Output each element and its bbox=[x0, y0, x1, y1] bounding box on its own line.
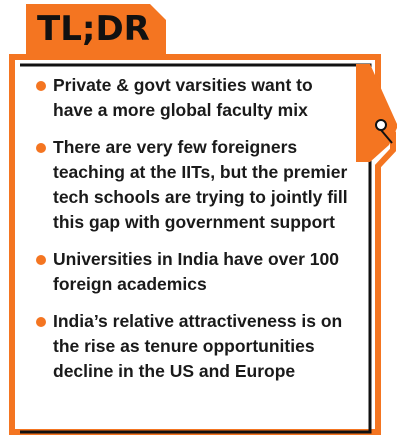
list-item: There are very few foreigners teaching a… bbox=[27, 135, 357, 235]
list-item: Universities in India have over 100 fore… bbox=[27, 247, 357, 297]
bullet-icon bbox=[36, 81, 46, 91]
list-item: Private & govt varsities want to have a … bbox=[27, 73, 357, 123]
bullet-icon bbox=[36, 255, 46, 265]
list-item-text: Universities in India have over 100 fore… bbox=[53, 249, 339, 294]
list-item-text: India’s relative attractiveness is on th… bbox=[53, 311, 343, 381]
page-title: TL;DR bbox=[37, 9, 150, 49]
pen-nib-icon bbox=[356, 64, 397, 162]
list-item-text: There are very few foreigners teaching a… bbox=[53, 137, 348, 232]
list-item-text: Private & govt varsities want to have a … bbox=[53, 75, 313, 120]
summary-list: Private & govt varsities want to have a … bbox=[27, 73, 357, 396]
header-tab bbox=[26, 4, 166, 57]
list-item: India’s relative attractiveness is on th… bbox=[27, 309, 357, 384]
bullet-icon bbox=[36, 143, 46, 153]
inner-frame bbox=[20, 63, 372, 434]
bullet-icon bbox=[36, 317, 46, 327]
